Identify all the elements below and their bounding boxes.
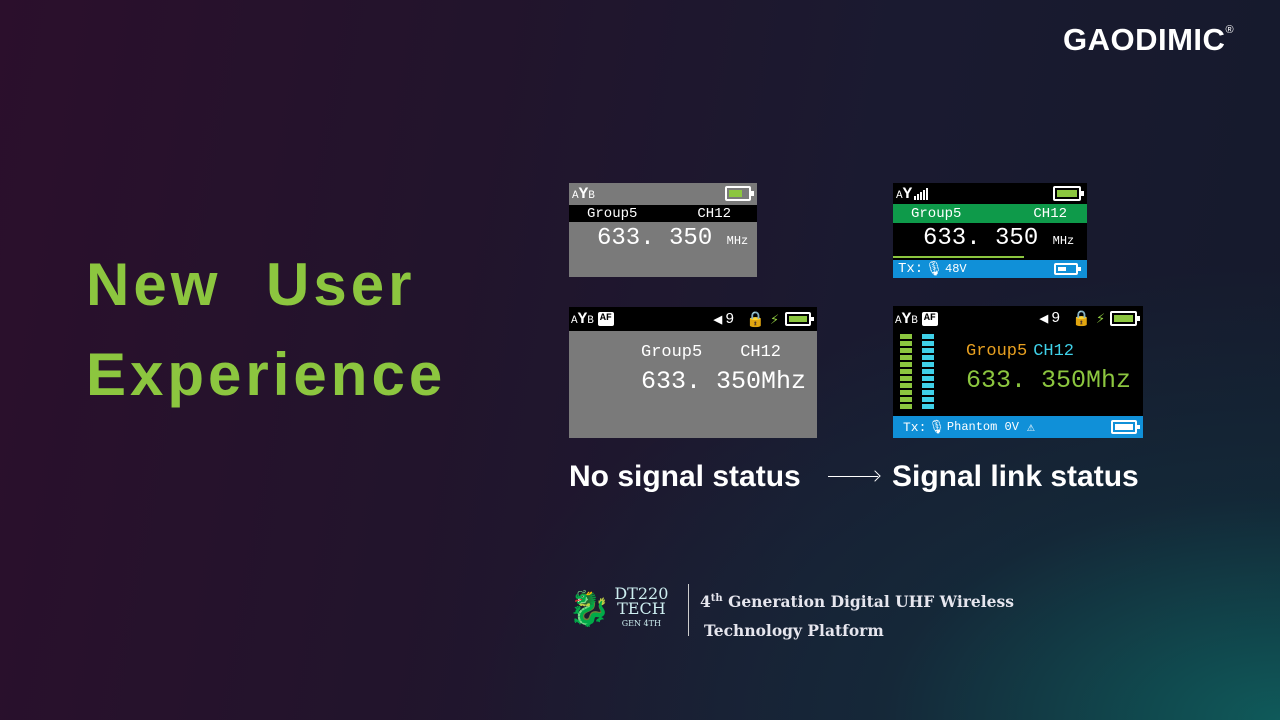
screen-no-signal-old: AYB Group5 CH12 633. 350 MHz: [569, 183, 757, 277]
tx-label: Tx:: [898, 261, 924, 277]
divider: [688, 584, 689, 636]
battery-icon: [725, 186, 754, 201]
no-signal-label: No signal status: [569, 460, 801, 493]
warning-icon: ⚠: [1026, 419, 1035, 435]
speaker-icon: ◀: [1039, 311, 1049, 328]
screen-signal-new: AYB AF ◀ 9 🔒 ⚡ Group5 CH12 633. 350Mhz Tx…: [893, 306, 1143, 438]
lock-icon: 🔒: [746, 311, 765, 329]
af-badge: AF: [597, 312, 614, 326]
arrow-icon: [828, 470, 881, 482]
microphone-icon: 🎙: [928, 419, 945, 435]
audio-meter-a: [900, 334, 912, 411]
battery-icon: [1110, 311, 1140, 326]
antenna-icon: AYB: [895, 309, 918, 328]
dt220-tech-badge: 🐉 DT220 TECH GEN 4TH: [568, 586, 668, 631]
tx-battery-icon: [1054, 263, 1081, 275]
frequency-readout: 633. 350Mhz: [641, 367, 807, 396]
charging-icon: ⚡: [769, 311, 779, 329]
screen-no-signal-new: AYB AF ◀ 9 🔒 ⚡ Group5 CH12 633. 350Mhz: [569, 307, 817, 438]
group-label: Group5: [641, 343, 703, 362]
frequency-unit: MHz: [1052, 234, 1075, 248]
channel-label: CH12: [1033, 205, 1067, 222]
battery-icon: [785, 312, 814, 326]
signal-strength-icon: [914, 187, 929, 200]
registered-mark: ®: [1225, 23, 1235, 36]
frequency-readout: 633. 350Mhz: [966, 366, 1132, 395]
title-line-1: New User: [86, 251, 416, 318]
level-line: [893, 256, 1024, 258]
battery-icon: [1053, 186, 1084, 201]
dragon-logo-icon: 🐉: [568, 589, 611, 628]
frequency-readout: 633. 350 MHz: [923, 225, 1075, 252]
channel-label: CH12: [1033, 342, 1074, 361]
badge-line-3: GEN 4TH: [621, 619, 661, 628]
group-label: Group5: [911, 205, 962, 222]
tx-value: Phantom 0V: [946, 420, 1019, 434]
lock-icon: 🔒: [1072, 311, 1091, 328]
af-badge: AF: [921, 311, 938, 326]
group-label: Group5: [587, 205, 638, 222]
group-label: Group5: [966, 342, 1028, 361]
audio-meter-b: [922, 334, 934, 411]
gaodimic-logo: GAODIMIC®: [1063, 22, 1234, 58]
antenna-icon: AYB: [572, 185, 595, 203]
tx-battery-icon: [1111, 420, 1140, 434]
microphone-icon: 🎙: [925, 261, 943, 278]
volume-value: 9: [1051, 310, 1061, 327]
slide-title: New User Experience: [86, 240, 446, 420]
antenna-icon: AY: [896, 184, 913, 203]
frequency-readout: 633. 350 MHz: [597, 225, 749, 252]
channel-label: CH12: [740, 343, 781, 362]
signal-link-label: Signal link status: [892, 460, 1139, 493]
tx-label: Tx:: [903, 419, 927, 435]
antenna-icon: AYB: [571, 310, 594, 328]
title-line-2: Experience: [86, 341, 447, 408]
speaker-icon: ◀: [713, 311, 723, 329]
volume-value: 9: [725, 310, 735, 328]
charging-icon: ⚡: [1095, 311, 1105, 328]
badge-line-2: TECH: [617, 599, 666, 618]
platform-tagline: 4th Generation Digital UHF Wireless Tech…: [700, 592, 1014, 641]
tx-value: 48V: [945, 262, 967, 276]
logo-text: GAODIMIC: [1063, 22, 1226, 57]
channel-label: CH12: [697, 205, 731, 222]
screen-signal-old: AY Group5 CH12 633. 350 MHz Tx: 🎙 48V: [893, 183, 1087, 278]
badge-line-1: DT220: [614, 584, 669, 603]
